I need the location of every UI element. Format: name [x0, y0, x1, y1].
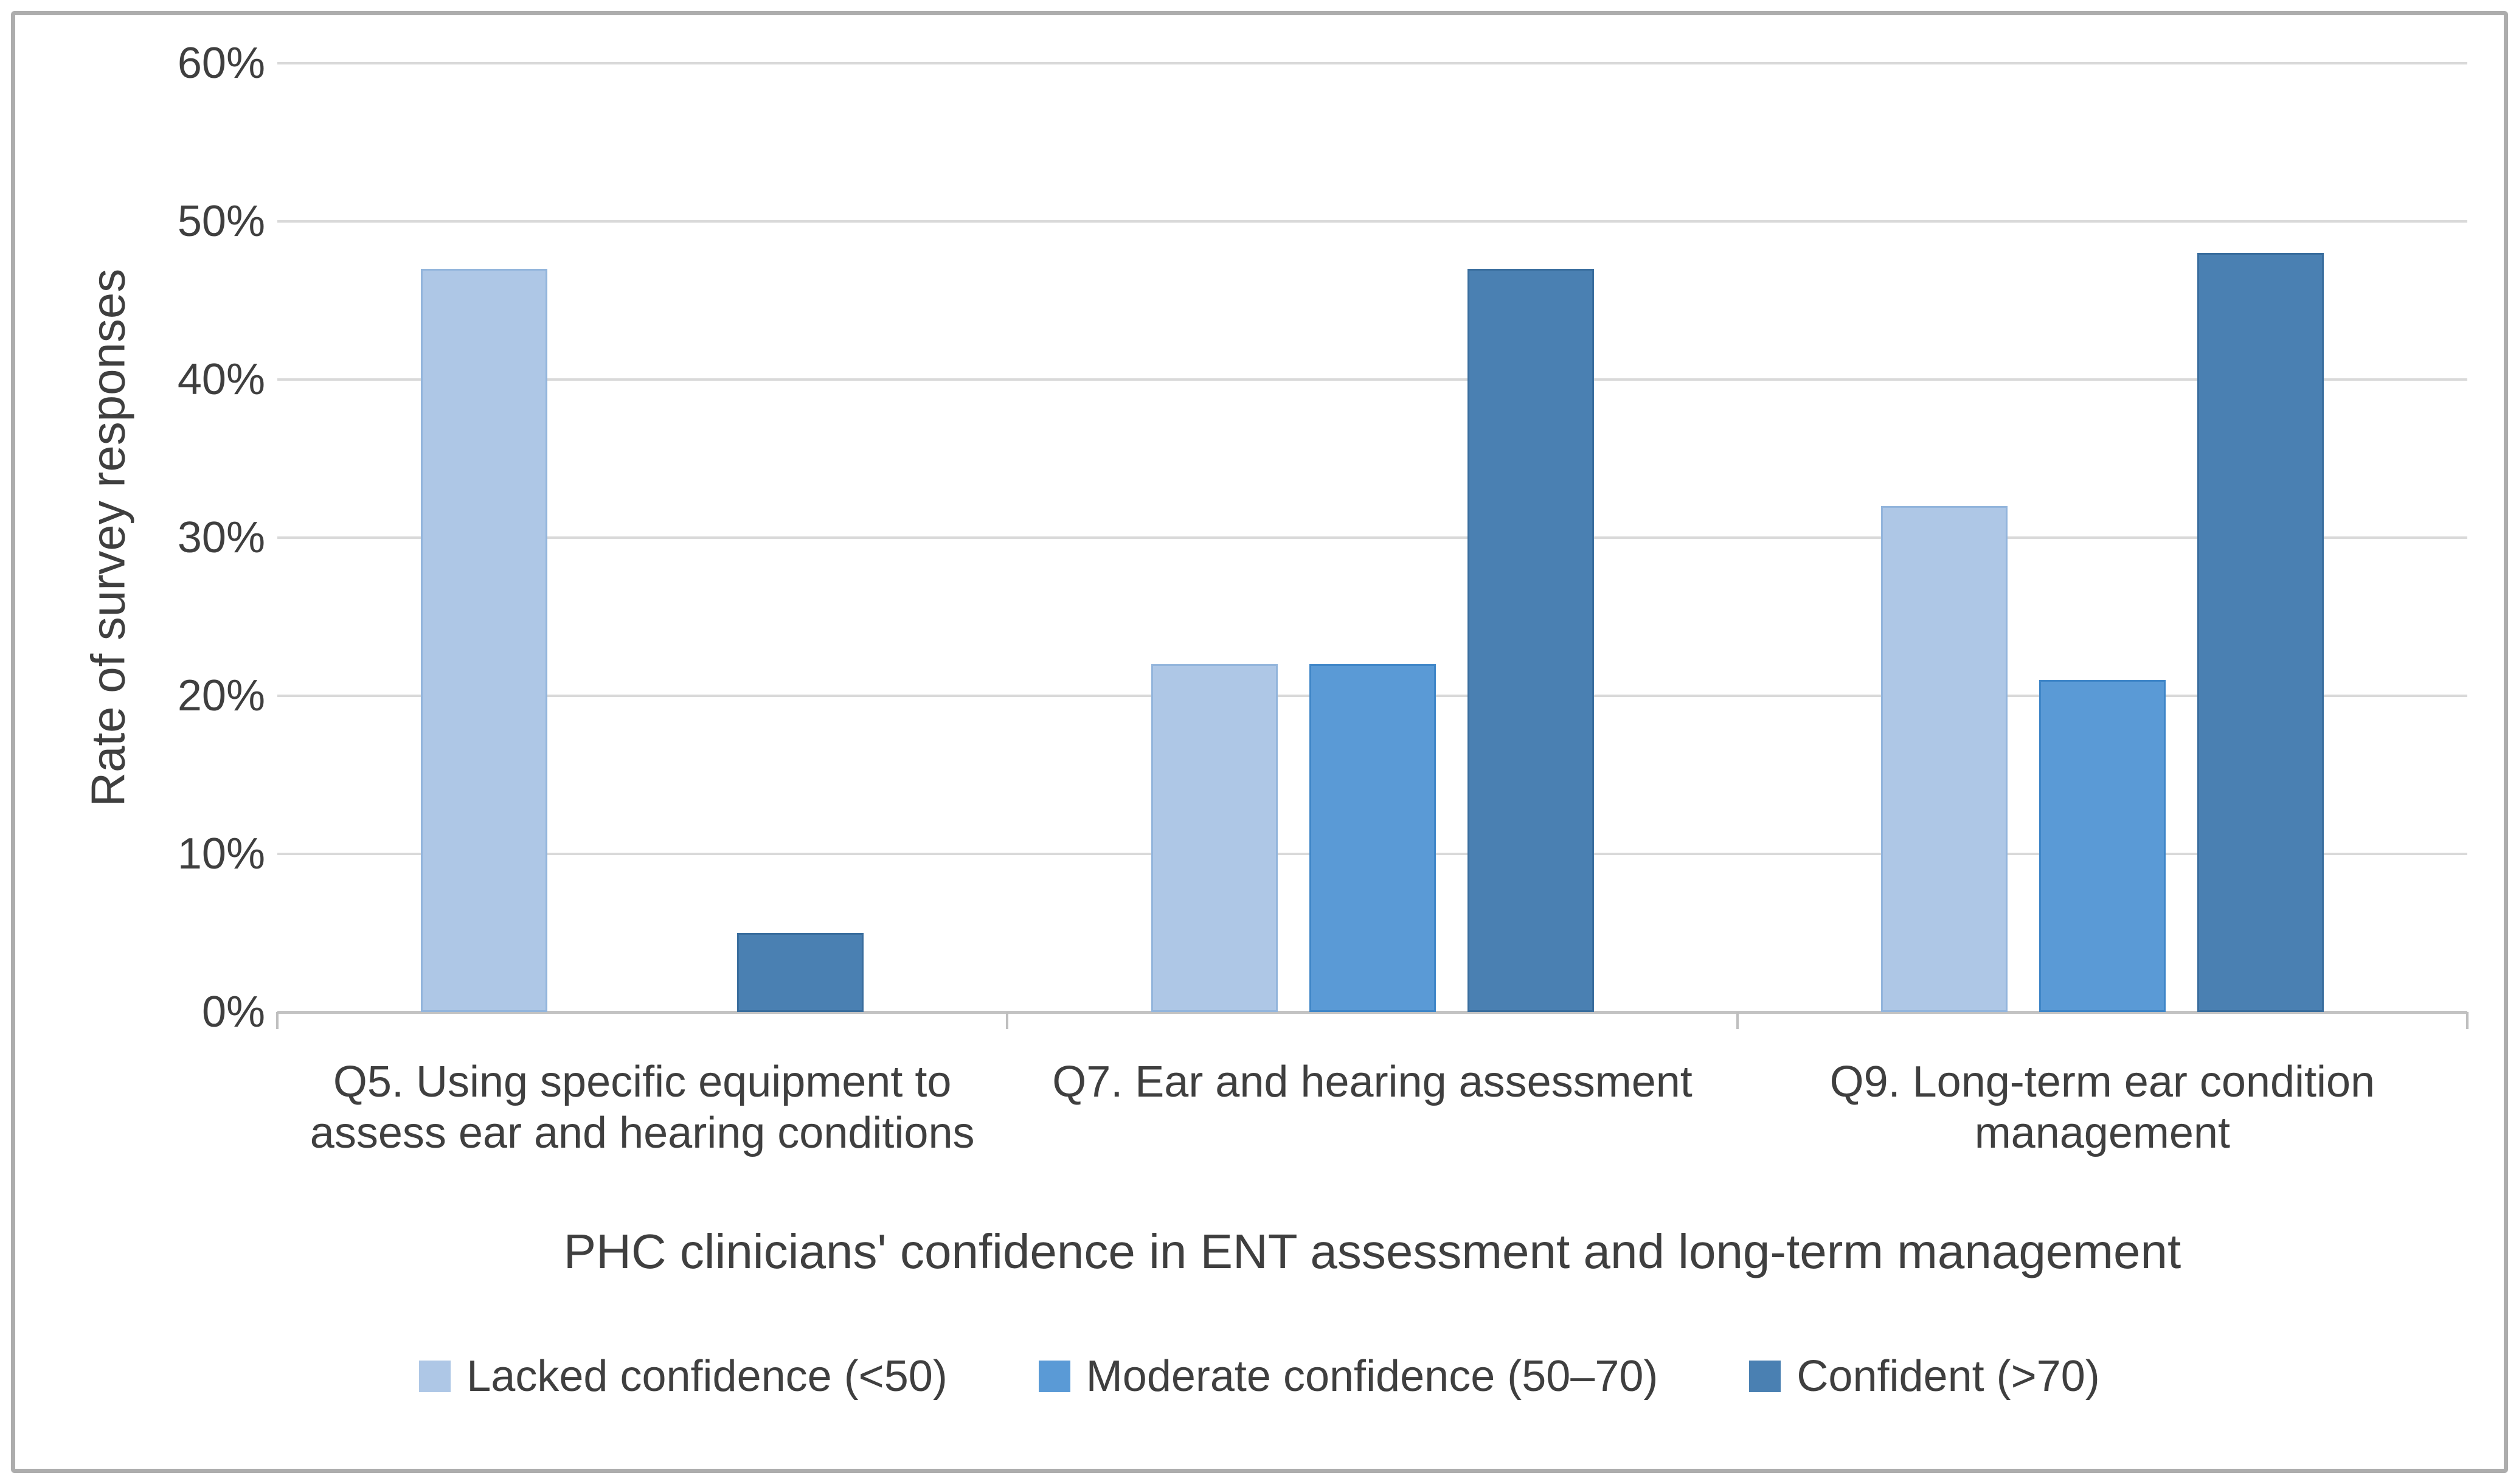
gridline [277, 62, 2467, 64]
bar-series1-cat2 [1151, 664, 1278, 1012]
legend-item-3: Confident (>70) [1749, 1351, 2100, 1401]
x-axis-title: PHC clinicians' confidence in ENT assess… [563, 1224, 2181, 1278]
legend-label: Moderate confidence (50–70) [1086, 1352, 1658, 1401]
y-tick-label: 50% [177, 197, 265, 246]
legend-item-1: Lacked confidence (<50) [419, 1351, 948, 1401]
category-label: Q7. Ear and hearing assessment [1052, 1058, 1693, 1106]
y-tick-label: 20% [177, 671, 265, 720]
gridline [277, 220, 2467, 223]
gridline [277, 378, 2467, 381]
legend-swatch-icon [419, 1361, 451, 1392]
bar-series1-cat3 [1880, 506, 2008, 1012]
legend-swatch-icon [1749, 1361, 1781, 1392]
legend: Lacked confidence (<50) Moderate confiden… [0, 1351, 2519, 1401]
gridline [277, 536, 2467, 539]
x-axis-line [277, 1011, 2467, 1014]
legend-item-2: Moderate confidence (50–70) [1038, 1351, 1658, 1401]
y-tick-label: 60% [177, 39, 265, 88]
x-axis-tick [2466, 1012, 2469, 1029]
plot-area [276, 62, 2469, 1029]
legend-label: Confident (>70) [1797, 1352, 2100, 1401]
category-label: Q5. Using specific equipment to assess e… [310, 1058, 975, 1157]
bar-series3-cat3 [2197, 253, 2324, 1012]
legend-swatch-icon [1038, 1361, 1070, 1392]
x-axis-tick [276, 1012, 279, 1029]
legend-label: Lacked confidence (<50) [466, 1352, 948, 1401]
y-tick-label: 10% [177, 830, 265, 878]
bar-series2-cat2 [1309, 664, 1436, 1012]
y-tick-label: 30% [177, 513, 265, 562]
x-axis-tick [1736, 1012, 1739, 1029]
bar-series3-cat1 [737, 933, 864, 1012]
category-label: Q9. Long-term ear condition management [1829, 1058, 2375, 1157]
y-tick-label: 40% [177, 355, 265, 404]
y-tick-label: 0% [201, 988, 265, 1036]
bar-series2-cat3 [2039, 680, 2166, 1012]
x-axis-tick [1006, 1012, 1009, 1029]
bar-series1-cat1 [421, 269, 548, 1012]
bar-series3-cat2 [1467, 269, 1594, 1012]
